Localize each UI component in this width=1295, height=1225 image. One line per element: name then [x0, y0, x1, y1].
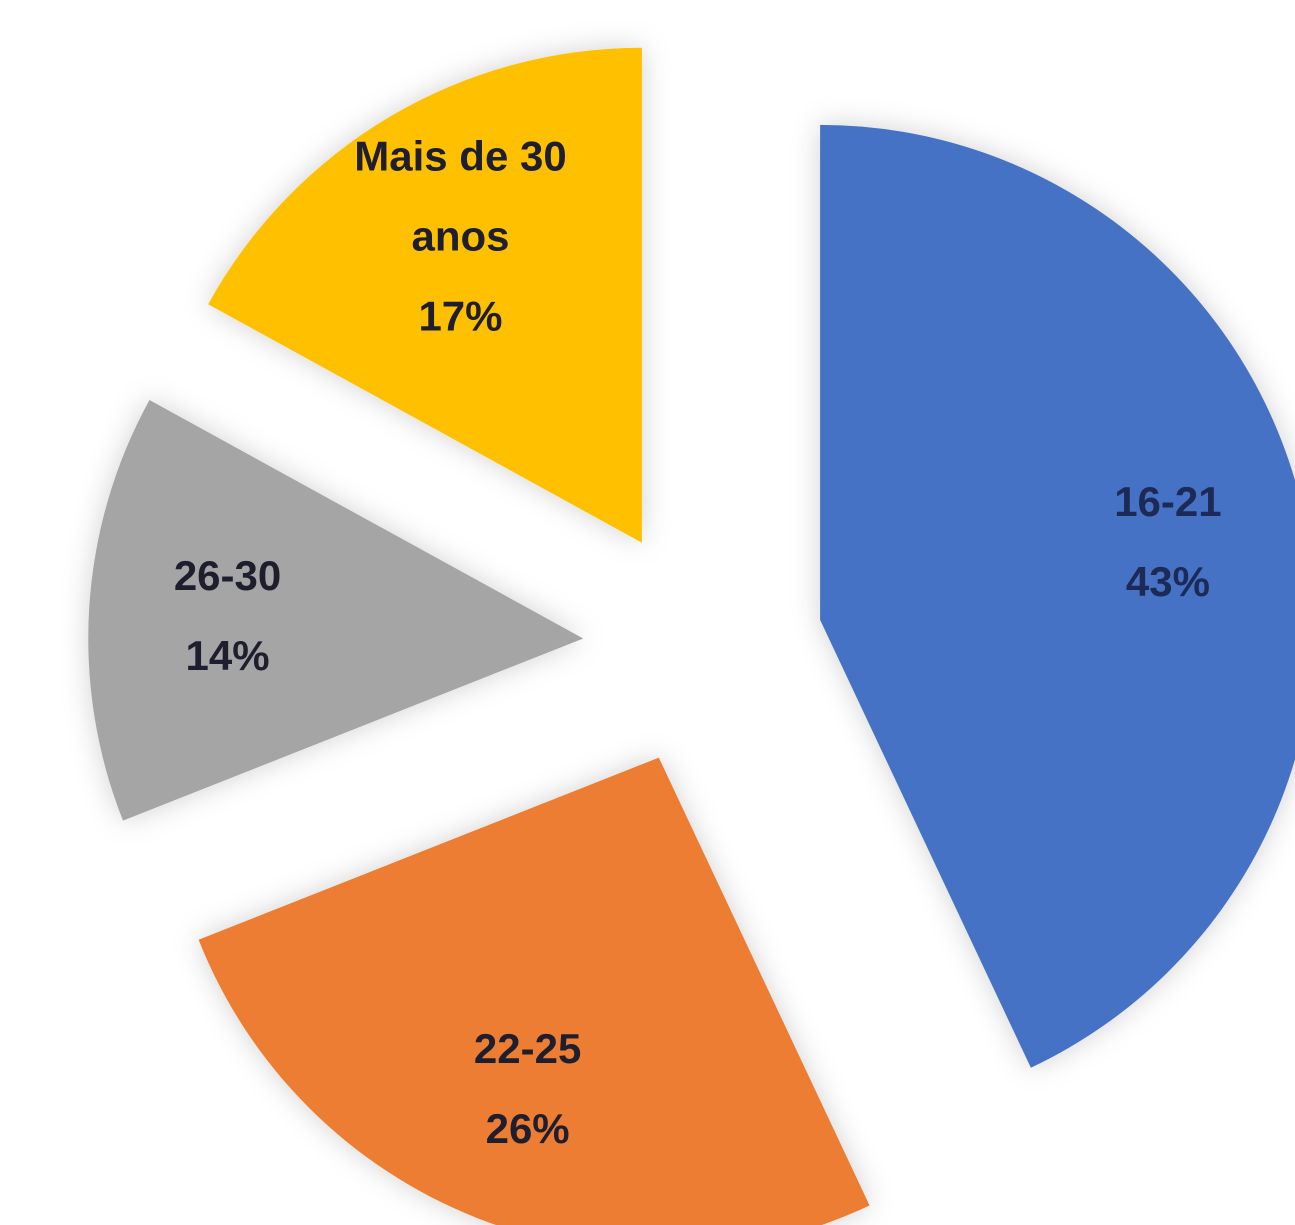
- slice-value: 43%: [1125, 558, 1210, 606]
- data-label: Mais de 30 anos 17%: [320, 116, 600, 355]
- pie-slice: [208, 47, 642, 543]
- slice-value: 14%: [185, 632, 270, 680]
- slice-category: 16-21: [1114, 478, 1222, 526]
- data-label: 22-25 26%: [388, 1009, 668, 1169]
- slice-category: Mais de 30 anos: [354, 132, 567, 260]
- pie-slice: [820, 124, 1295, 1068]
- data-label: 16-21 43%: [1028, 462, 1295, 622]
- slice-value: 26%: [485, 1104, 570, 1152]
- pie-slice: [88, 399, 584, 821]
- data-label: 26-30 14%: [88, 536, 368, 696]
- slice-value: 17%: [418, 291, 503, 339]
- slice-category: 22-25: [473, 1025, 582, 1073]
- pie-slice: [198, 757, 870, 1225]
- slice-category: 26-30: [173, 552, 282, 600]
- pie: [88, 47, 1295, 1225]
